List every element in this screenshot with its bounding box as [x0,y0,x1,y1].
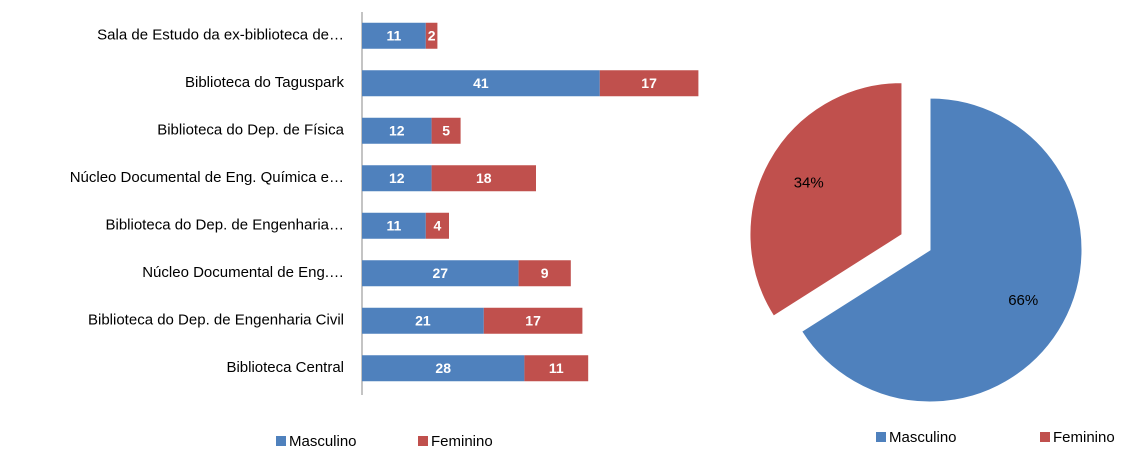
bar-segment [362,212,426,239]
pie-slice [800,97,1083,403]
value-label: 11 [386,217,401,233]
y-tick-label: Sala de Estudo da ex-biblioteca de… [97,27,344,44]
pie-slice [749,82,903,317]
bar-segment [362,260,519,287]
value-label: 17 [641,75,657,91]
bar-segment [599,70,699,97]
legend-swatch [418,436,428,446]
value-label: 66% [1008,292,1038,309]
value-label: 21 [415,312,431,328]
value-label: 18 [476,170,492,186]
value-label: 4 [434,217,442,233]
value-label: 41 [473,75,489,91]
value-label: 12 [389,170,405,186]
y-tick-label: Biblioteca do Dep. de Engenharia… [106,217,345,234]
value-label: 5 [442,122,450,138]
y-tick-label: Biblioteca do Taguspark [185,74,344,91]
value-label: 12 [389,122,405,138]
value-label: 27 [433,265,449,281]
bar-segment [425,22,438,49]
bar-segment [431,117,461,144]
value-label: 17 [525,312,541,328]
value-label: 9 [541,265,549,281]
y-tick-label: Biblioteca Central [226,359,344,376]
legend-swatch [1040,432,1050,442]
y-tick-label: Biblioteca do Dep. de Engenharia Civil [88,312,344,329]
bar-segment [362,165,432,192]
value-label: 2 [428,27,436,43]
y-tick-label: Núcleo Documental de Eng. Química e… [70,169,344,186]
bar-segment [425,212,449,239]
legend-label: Feminino [1053,429,1115,446]
bar-segment [362,355,525,382]
bar-segment [524,355,589,382]
bar-segment [483,307,583,334]
value-label: 34% [794,174,824,191]
value-label: 28 [435,360,451,376]
bar-segment [362,307,484,334]
legend-swatch [276,436,286,446]
y-tick-label: Biblioteca do Dep. de Física [157,122,344,139]
legend-label: Masculino [289,433,357,450]
bar-segment [362,117,432,144]
bar-segment [362,70,600,97]
bar-segment [362,22,426,49]
legend-label: Feminino [431,433,493,450]
value-label: 11 [386,27,401,43]
legend-label: Masculino [889,429,957,446]
y-tick-label: Núcleo Documental de Eng.… [142,264,344,281]
bar-segment [518,260,571,287]
legend-swatch [876,432,886,442]
value-label: 11 [549,360,564,376]
bar-segment [431,165,536,192]
